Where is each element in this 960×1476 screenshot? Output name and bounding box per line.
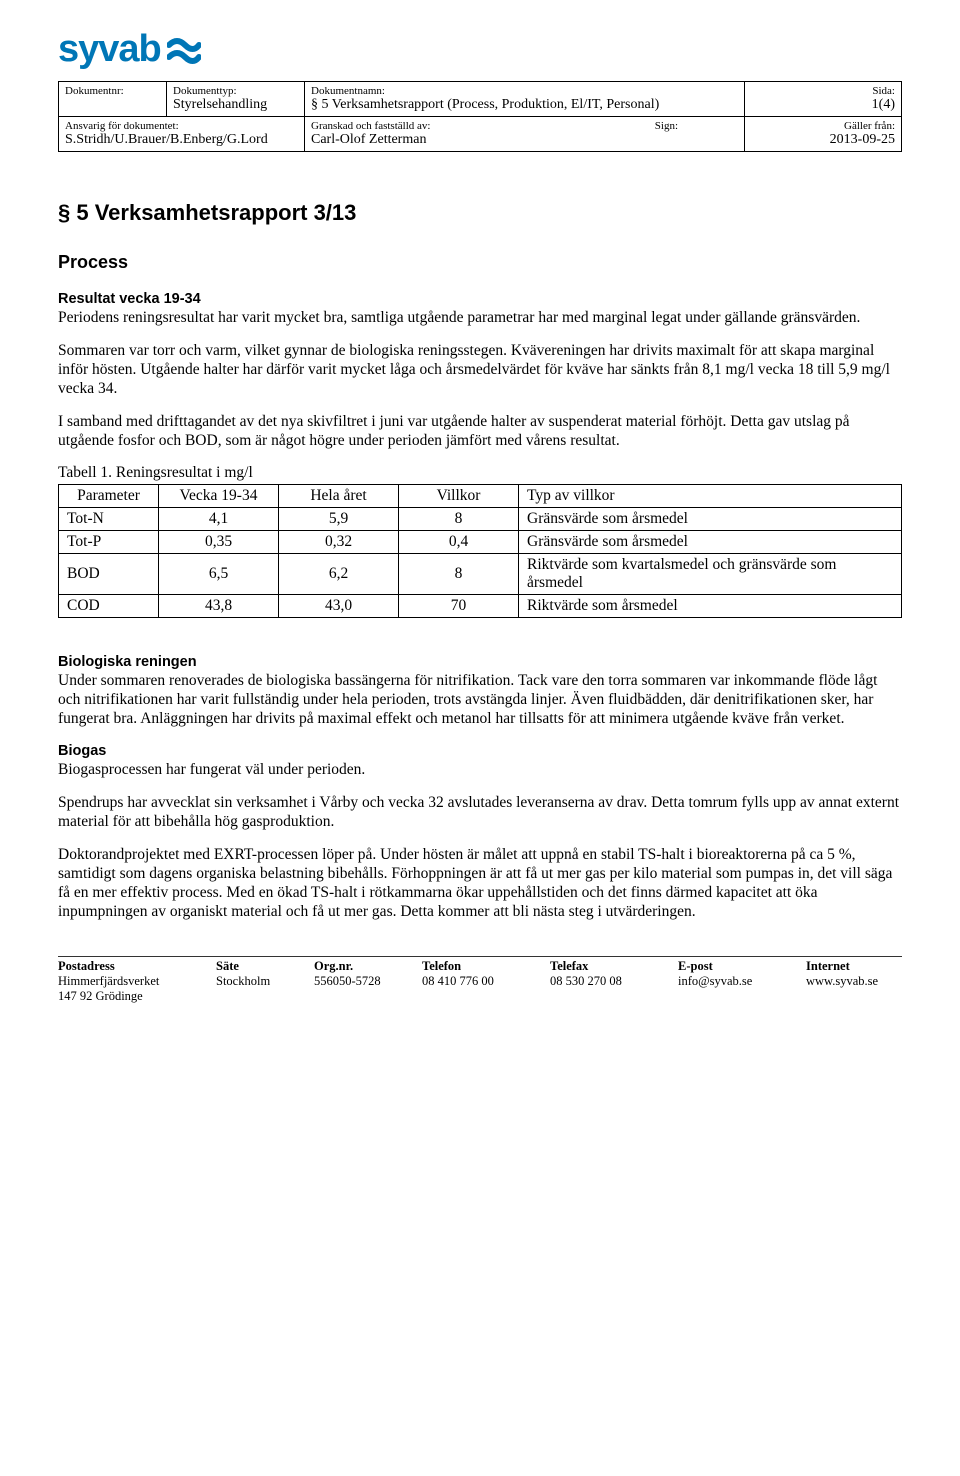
table-cell: 70: [399, 595, 519, 618]
hdr-val-page: 1(4): [751, 97, 895, 113]
footer-value: 556050-5728: [314, 974, 414, 989]
table-cell: Gränsvärde som årsmedel: [519, 531, 902, 554]
hdr-val-docnr: [65, 97, 160, 113]
footer-value: 08 530 270 08: [550, 974, 670, 989]
para-biogas2: Spendrups har avvecklat sin verksamhet i…: [58, 794, 902, 832]
footer-value: [314, 989, 414, 1004]
table1-caption: Tabell 1. Reningsresultat i mg/l: [58, 464, 902, 482]
table-cell: 43,0: [279, 595, 399, 618]
table-cell: 6,2: [279, 554, 399, 595]
footer-label: E-post: [678, 959, 798, 974]
hdr-val-docname: § 5 Verksamhetsrapport (Process, Produkt…: [311, 97, 738, 113]
footer-label: Internet: [806, 959, 902, 974]
table-cell: Gränsvärde som årsmedel: [519, 508, 902, 531]
hdr-label-sign: Sign:: [655, 120, 678, 132]
para-biogas3: Doktorandprojektet med EXRT-processen lö…: [58, 846, 902, 922]
document-header-table: Dokumentnr: Dokumenttyp: Styrelsehandlin…: [58, 81, 902, 152]
hdr-val-reviewed: Carl-Olof Zetterman: [311, 132, 738, 148]
para-biogas1: Biogasprocessen har fungerat väl under p…: [58, 761, 902, 780]
footer-value: 147 92 Grödinge: [58, 989, 208, 1004]
heading-biogas: Biogas: [58, 743, 902, 759]
footer-value: Himmerfjärdsverket: [58, 974, 208, 989]
table-cell: BOD: [59, 554, 159, 595]
footer-value: info@syvab.se: [678, 974, 798, 989]
hdr-label-valid: Gäller från:: [751, 120, 895, 132]
table-cell: 8: [399, 554, 519, 595]
table-header: Hela året: [279, 485, 399, 508]
table-cell: Riktvärde som årsmedel: [519, 595, 902, 618]
footer-label: Org.nr.: [314, 959, 414, 974]
table-cell: 6,5: [159, 554, 279, 595]
logo-text: syvab: [58, 28, 161, 71]
hdr-label-resp: Ansvarig för dokumentet:: [65, 120, 298, 132]
footer-value: Stockholm: [216, 974, 306, 989]
hdr-label-page: Sida:: [751, 85, 895, 97]
footer-value: [806, 989, 902, 1004]
table-cell: 5,9: [279, 508, 399, 531]
table-header: Villkor: [399, 485, 519, 508]
para-3: I samband med drifttagandet av det nya s…: [58, 413, 902, 451]
footer-value: [550, 989, 670, 1004]
company-logo: syvab: [58, 28, 902, 71]
hdr-label-doctype: Dokumenttyp:: [173, 85, 298, 97]
hdr-label-docnr: Dokumentnr:: [65, 85, 160, 97]
table-row: Tot-P0,350,320,4Gränsvärde som årsmedel: [59, 531, 902, 554]
para-1: Periodens reningsresultat har varit myck…: [58, 309, 902, 328]
hdr-val-resp: S.Stridh/U.Brauer/B.Enberg/G.Lord: [65, 132, 298, 148]
heading-result: Resultat vecka 19-34: [58, 291, 902, 307]
footer-label: Telefax: [550, 959, 670, 974]
document-page: syvab Dokumentnr: Dokumenttyp: Styrelseh…: [0, 0, 960, 1024]
table-cell: 8: [399, 508, 519, 531]
section-process: Process: [58, 252, 902, 273]
table-row: COD43,843,070Riktvärde som årsmedel: [59, 595, 902, 618]
footer-separator: [58, 956, 902, 957]
page-footer: Postadress Säte Org.nr. Telefon Telefax E-pos…: [58, 959, 902, 1004]
table-cell: Tot-P: [59, 531, 159, 554]
para-bio: Under sommaren renoverades de biologiska…: [58, 672, 902, 729]
para-2: Sommaren var torr och varm, vilket gynna…: [58, 342, 902, 399]
table-cell: 0,32: [279, 531, 399, 554]
hdr-val-doctype: Styrelsehandling: [173, 97, 298, 113]
table-cell: Tot-N: [59, 508, 159, 531]
table-cell: 0,4: [399, 531, 519, 554]
table-cell: COD: [59, 595, 159, 618]
footer-value: [216, 989, 306, 1004]
table-cell: 4,1: [159, 508, 279, 531]
results-table: ParameterVecka 19-34Hela åretVillkorTyp …: [58, 484, 902, 618]
footer-value: www.syvab.se: [806, 974, 902, 989]
table-row: BOD6,56,28Riktvärde som kvartalsmedel oc…: [59, 554, 902, 595]
table-header: Typ av villkor: [519, 485, 902, 508]
footer-value: [678, 989, 798, 1004]
footer-label: Postadress: [58, 959, 208, 974]
hdr-val-valid: 2013-09-25: [751, 132, 895, 148]
footer-value: 08 410 776 00: [422, 974, 542, 989]
footer-label: Telefon: [422, 959, 542, 974]
heading-bio: Biologiska reningen: [58, 654, 902, 670]
table-header: Vecka 19-34: [159, 485, 279, 508]
table-cell: 0,35: [159, 531, 279, 554]
footer-label: Säte: [216, 959, 306, 974]
document-title: § 5 Verksamhetsrapport 3/13: [58, 200, 902, 226]
footer-value: [422, 989, 542, 1004]
table-cell: Riktvärde som kvartalsmedel och gränsvär…: [519, 554, 902, 595]
logo-wave-icon: [167, 33, 201, 67]
table-row: Tot-N4,15,98Gränsvärde som årsmedel: [59, 508, 902, 531]
table-cell: 43,8: [159, 595, 279, 618]
hdr-label-docname: Dokumentnamn:: [311, 85, 738, 97]
table-header: Parameter: [59, 485, 159, 508]
hdr-label-reviewed: Granskad och fastställd av:: [311, 120, 430, 132]
